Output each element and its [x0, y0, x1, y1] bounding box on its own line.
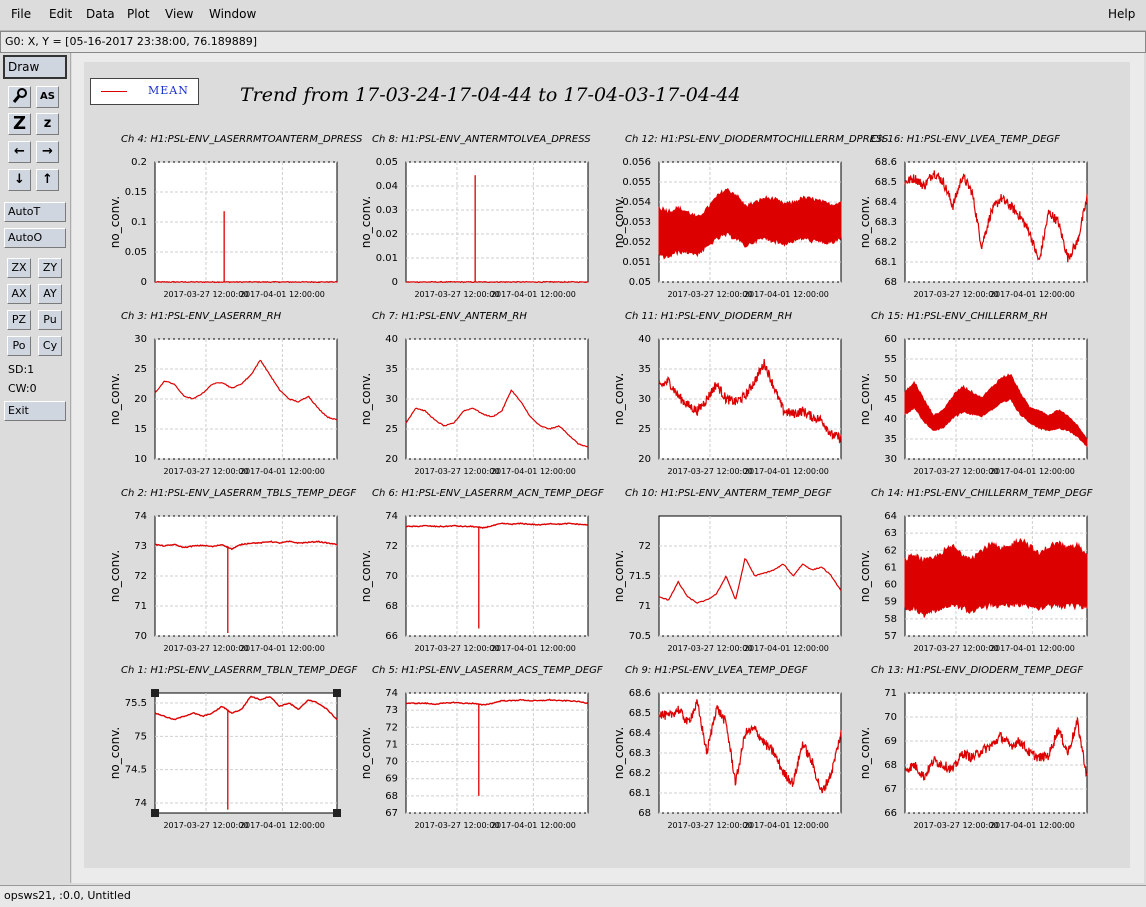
magnify-icon-glyph	[12, 88, 27, 103]
ay-button[interactable]: AY	[38, 284, 62, 304]
zoom-out-icon[interactable]: z	[36, 113, 59, 135]
page-title: Trend from 17-03-24-17-04-44 to 17-04-03…	[240, 84, 741, 106]
menu-help[interactable]: Help	[1108, 7, 1136, 21]
sd-label: SD:1	[8, 363, 35, 376]
auto-o-button[interactable]: AutoO	[4, 228, 66, 248]
cw-label: CW:0	[8, 382, 37, 395]
pan-right-icon[interactable]: →	[36, 141, 59, 163]
menu-view[interactable]: View	[165, 7, 194, 21]
menu-window[interactable]: Window	[209, 7, 257, 21]
legend-label: MEAN	[148, 84, 189, 97]
draw-button[interactable]: Draw	[3, 55, 67, 79]
pz-button[interactable]: PZ	[7, 310, 31, 330]
cy-button[interactable]: Cy	[38, 336, 62, 356]
menu-bar: File Edit Data Plot View Window Help	[0, 0, 1146, 31]
pan-left-icon[interactable]: ←	[8, 141, 31, 163]
pan-down-icon[interactable]: ↓	[8, 169, 31, 191]
exit-button[interactable]: Exit	[4, 401, 66, 421]
zoom-in-icon[interactable]: Z	[8, 113, 31, 135]
menu-plot[interactable]: Plot	[127, 7, 150, 21]
pu-button[interactable]: Pu	[38, 310, 62, 330]
magnify-icon[interactable]	[8, 86, 31, 108]
po-button[interactable]: Po	[7, 336, 31, 356]
status-text: opsws21, :0.0, Untitled	[4, 889, 131, 902]
ax-button[interactable]: AX	[7, 284, 31, 304]
legend: MEAN	[90, 78, 199, 105]
menu-file[interactable]: File	[11, 7, 32, 21]
zy-button[interactable]: ZY	[38, 258, 62, 278]
plot-area[interactable]	[84, 62, 1130, 868]
coordinate-readout: G0: X, Y = [05-16-2017 23:38:00, 76.1898…	[5, 35, 258, 48]
menu-data[interactable]: Data	[86, 7, 115, 21]
legend-line-swatch	[101, 91, 127, 92]
zx-button[interactable]: ZX	[7, 258, 31, 278]
status-bar: opsws21, :0.0, Untitled	[0, 885, 1146, 907]
tool-panel: Draw AS Z z ← → ↓ ↑ AutoT AutoO ZX ZY AX…	[0, 53, 71, 883]
auto-scale-icon[interactable]: AS	[36, 86, 59, 108]
pan-up-icon[interactable]: ↑	[36, 169, 59, 191]
menu-edit[interactable]: Edit	[49, 7, 73, 21]
auto-t-button[interactable]: AutoT	[4, 202, 66, 222]
coordinate-readout-bar: G0: X, Y = [05-16-2017 23:38:00, 76.1898…	[0, 31, 1146, 53]
